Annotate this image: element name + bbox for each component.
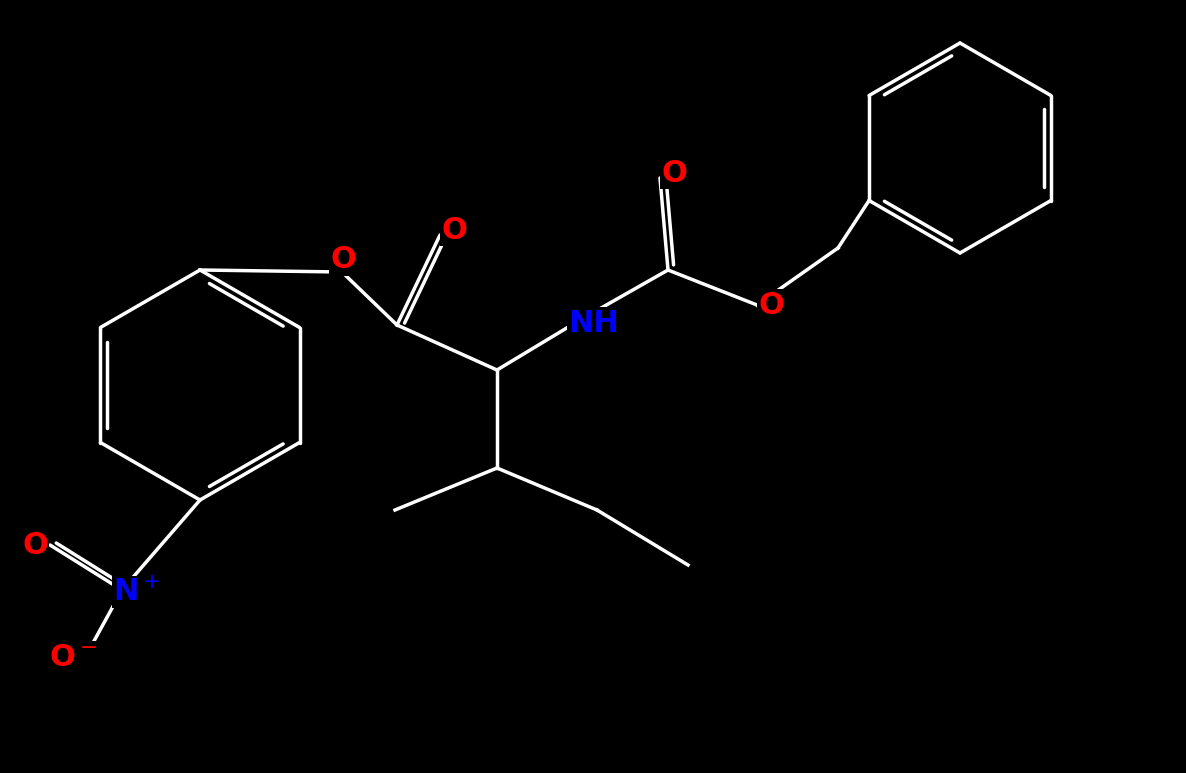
Text: O: O xyxy=(661,158,687,188)
Text: O: O xyxy=(330,246,356,274)
Text: O: O xyxy=(758,291,784,319)
Text: N$^+$: N$^+$ xyxy=(113,577,161,607)
Text: O: O xyxy=(441,216,467,244)
Text: O: O xyxy=(23,530,47,560)
Text: NH: NH xyxy=(568,308,619,338)
Text: O$^-$: O$^-$ xyxy=(49,642,97,672)
